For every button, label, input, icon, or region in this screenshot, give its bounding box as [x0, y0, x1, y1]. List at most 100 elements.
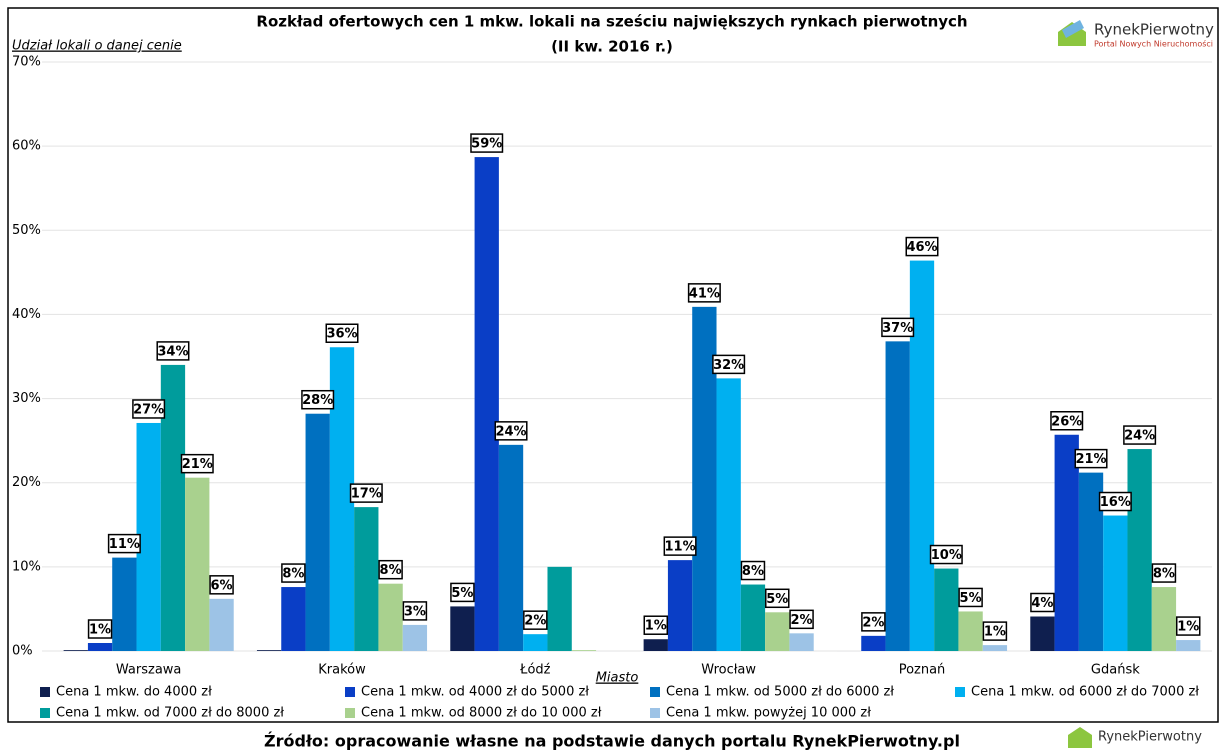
data-label-box [1175, 616, 1201, 636]
bar [547, 566, 572, 651]
data-label-box [378, 559, 403, 580]
data-label-box [325, 323, 359, 343]
bar [305, 413, 330, 651]
logo-icon [1062, 20, 1084, 38]
data-label-box [1123, 425, 1157, 445]
logo: RynekPierwotny Portal Nowych Nieruchomoś… [1058, 20, 1214, 49]
data-label: 2% [862, 615, 884, 630]
x-axis-label: Miasto [596, 671, 639, 686]
data-label-box [209, 575, 234, 595]
y-tick-label: 70% [12, 55, 41, 70]
bar [1103, 515, 1128, 651]
bar [885, 341, 910, 651]
data-label-box [643, 615, 669, 635]
data-label-box [1074, 448, 1108, 469]
chart-subtitle: (II kw. 2016 r.) [551, 38, 673, 56]
y-tick-label: 40% [12, 307, 41, 322]
data-label-box [905, 236, 939, 257]
data-label-box [740, 560, 766, 581]
x-tick-label: Kraków [318, 663, 366, 678]
data-label: 5% [960, 591, 982, 606]
data-label: 1% [984, 625, 1006, 640]
data-label: 27% [133, 402, 164, 417]
data-label-box [87, 619, 113, 639]
bar [378, 583, 403, 651]
bar [450, 606, 475, 651]
legend-label: Cena 1 mkw. od 8000 zł do 10 000 zł [361, 706, 602, 721]
data-label-box [1050, 411, 1084, 431]
legend-swatch [650, 687, 660, 697]
data-label-box [180, 453, 214, 474]
data-label-box [1098, 491, 1132, 512]
logo-icon [1068, 727, 1092, 748]
data-label: 1% [645, 619, 667, 634]
data-label: 24% [495, 424, 526, 439]
data-label: 16% [1100, 495, 1131, 510]
data-label-box [470, 133, 504, 153]
bar [571, 650, 597, 651]
data-label-box [861, 612, 886, 632]
data-label: 41% [689, 286, 720, 301]
data-label-box [765, 588, 790, 609]
legend-swatch [345, 708, 355, 718]
bar [982, 645, 1008, 651]
data-label-box [450, 582, 475, 603]
data-label-box [789, 609, 814, 630]
bar [1127, 449, 1152, 651]
x-tick-label: Poznań [899, 663, 946, 678]
legend-label: Cena 1 mkw. od 4000 zł do 5000 zł [361, 685, 589, 700]
data-label: 28% [302, 393, 333, 408]
data-label-box [281, 563, 306, 583]
bar [958, 611, 983, 651]
bar [281, 587, 306, 651]
bar [498, 444, 524, 651]
bar [1054, 434, 1079, 651]
bar [861, 635, 886, 651]
data-label: 8% [742, 564, 764, 579]
legend-label: Cena 1 mkw. do 4000 zł [56, 685, 212, 700]
bar [934, 568, 959, 651]
data-label-box [687, 283, 721, 303]
data-label-box [494, 421, 528, 441]
bar [765, 612, 790, 651]
bar [185, 477, 210, 651]
data-label-box [523, 610, 548, 630]
legend-swatch [40, 708, 50, 718]
data-label: 8% [380, 563, 402, 578]
bar [523, 634, 548, 651]
data-label: 32% [713, 358, 744, 373]
data-label: 59% [471, 137, 502, 152]
data-label: 46% [906, 240, 937, 255]
data-label-box [132, 399, 166, 419]
legend-label: Cena 1 mkw. powyżej 10 000 zł [666, 706, 871, 721]
data-label-box [881, 317, 915, 338]
data-label: 24% [1124, 429, 1155, 444]
y-tick-label: 50% [12, 223, 41, 238]
data-label-box [958, 587, 983, 608]
bar [87, 643, 113, 651]
data-label: 2% [524, 614, 546, 629]
bar [474, 157, 499, 651]
data-label-box [663, 536, 697, 556]
data-label: 10% [931, 548, 962, 563]
bar [112, 557, 137, 651]
y-tick-label: 10% [12, 559, 41, 574]
logo-text: RynekPierwotny [1094, 21, 1214, 39]
data-label: 34% [157, 344, 188, 359]
y-tick-label: 0% [12, 644, 33, 659]
legend-swatch [345, 687, 355, 697]
source-note: Źródło: opracowanie własne na podstawie … [264, 732, 960, 751]
chart-title: Rozkład ofertowych cen 1 mkw. lokali na … [256, 13, 967, 31]
data-label: 21% [182, 457, 213, 472]
legend-swatch [40, 687, 50, 697]
bar [63, 650, 88, 651]
data-label: 4% [1031, 596, 1053, 611]
data-label: 5% [451, 586, 473, 601]
x-tick-label: Wrocław [701, 663, 756, 678]
bar [1030, 616, 1055, 651]
data-label: 36% [326, 327, 357, 342]
x-tick-label: Łódź [519, 663, 551, 678]
legend-swatch [955, 687, 965, 697]
bar [354, 507, 379, 651]
data-label: 2% [791, 613, 813, 628]
